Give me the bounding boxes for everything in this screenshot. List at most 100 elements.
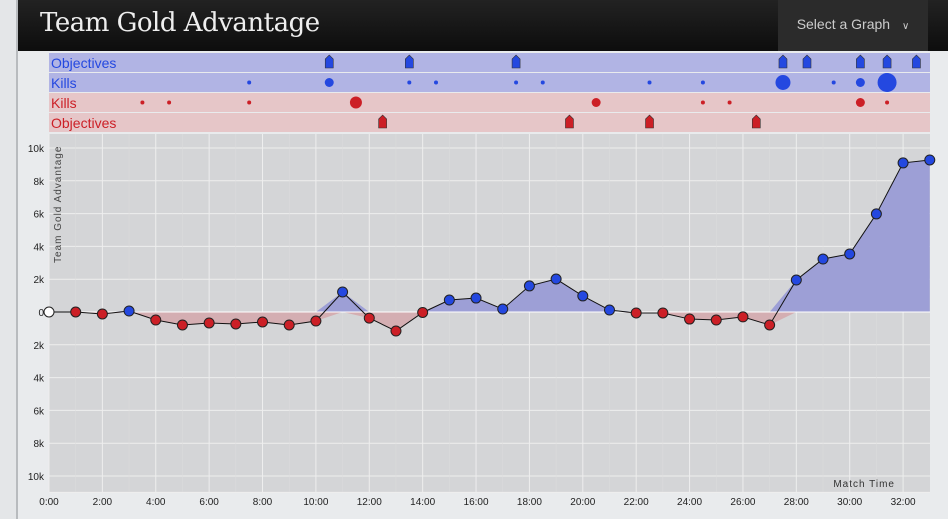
data-point (230, 318, 242, 330)
timeline-band (49, 93, 930, 112)
data-point (363, 312, 375, 324)
page-title: Team Gold Advantage (40, 8, 320, 38)
kill-event-dot (247, 100, 252, 105)
data-point (764, 319, 776, 331)
kill-event-dot (775, 75, 791, 90)
y-tick-label: 6k (33, 406, 45, 417)
kill-event-dot (855, 98, 865, 107)
data-point (737, 311, 749, 323)
objective-event-icon (378, 114, 387, 129)
kill-event-dot (831, 80, 836, 85)
data-point (817, 253, 829, 265)
data-point (844, 248, 856, 260)
data-point (176, 319, 188, 331)
data-point (897, 157, 909, 169)
kill-event-dot (855, 78, 865, 87)
y-tick-label: 0 (38, 308, 44, 319)
data-point (630, 307, 642, 319)
data-point (443, 294, 455, 306)
kill-event-dot (540, 80, 545, 85)
red-advantage-area (49, 312, 930, 332)
timeline-row-label: Objectives (51, 55, 116, 71)
x-tick-label: 18:00 (517, 497, 542, 508)
x-tick-label: 4:00 (146, 497, 166, 508)
objective-event-icon (751, 114, 761, 129)
kill-event-dot (247, 80, 252, 85)
x-tick-label: 12:00 (357, 497, 382, 508)
objective-event-icon (778, 54, 788, 69)
y-tick-label: 10k (28, 472, 45, 483)
y-tick-label: 2k (33, 341, 45, 352)
data-point (924, 154, 936, 166)
data-point (870, 208, 882, 220)
timeline-band (49, 53, 930, 72)
x-tick-label: 30:00 (837, 497, 862, 508)
header: Team Gold Advantage Select a Graph ∨ (18, 0, 948, 51)
kill-event-dot (885, 100, 890, 105)
data-point (550, 273, 562, 285)
objective-event-icon (882, 54, 892, 69)
y-axis-label: Team Gold Advantage (53, 146, 64, 263)
data-point (497, 303, 509, 315)
data-point (257, 316, 269, 328)
data-point (310, 315, 322, 327)
kill-event-dot (647, 80, 652, 85)
kill-event-dot (700, 100, 705, 105)
y-tick-label: 2k (33, 275, 45, 286)
data-point (577, 290, 589, 302)
kill-event-dot (324, 78, 334, 87)
timeline-band (49, 73, 930, 92)
timeline-band (49, 113, 930, 132)
data-point (123, 305, 135, 317)
data-point (43, 306, 55, 318)
objective-event-icon (912, 54, 921, 69)
x-tick-label: 14:00 (410, 497, 435, 508)
kill-event-dot (407, 80, 412, 85)
select-graph-dropdown[interactable]: Select a Graph ∨ (778, 0, 928, 51)
kill-event-dot (727, 100, 732, 105)
x-tick-label: 8:00 (253, 497, 273, 508)
kill-event-dot (349, 96, 362, 109)
x-tick-label: 24:00 (677, 497, 702, 508)
x-tick-label: 0:00 (39, 497, 59, 508)
data-point (203, 317, 215, 329)
data-point (470, 292, 482, 304)
objective-event-icon (324, 54, 334, 69)
objective-event-icon (645, 114, 654, 129)
timeline-row-label: Objectives (51, 115, 116, 131)
y-tick-label: 10k (28, 144, 45, 155)
objective-event-icon (565, 114, 574, 129)
kill-event-dot (167, 100, 172, 105)
y-tick-label: 8k (33, 439, 45, 450)
data-point (417, 306, 429, 318)
y-tick-label: 8k (33, 177, 45, 188)
gold-line (49, 159, 930, 332)
data-point (283, 319, 295, 331)
x-tick-label: 16:00 (464, 497, 489, 508)
x-tick-label: 6:00 (199, 497, 219, 508)
x-tick-label: 32:00 (891, 497, 916, 508)
y-tick-label: 6k (33, 210, 45, 221)
objective-event-icon (856, 54, 865, 69)
y-tick-label: 4k (33, 374, 45, 385)
data-point (70, 306, 82, 318)
kill-event-dot (700, 80, 705, 85)
timeline-row-label: Kills (51, 95, 77, 111)
data-point (790, 274, 802, 286)
data-point (710, 314, 722, 326)
data-point (390, 325, 402, 337)
data-point (150, 314, 162, 326)
kill-event-dot (434, 80, 439, 85)
kill-event-dot (591, 98, 601, 107)
objective-event-icon (802, 54, 812, 69)
data-point (523, 280, 535, 292)
chevron-down-icon: ∨ (901, 21, 910, 32)
y-tick-label: 4k (33, 242, 45, 253)
data-point (603, 304, 615, 316)
data-point (337, 286, 349, 298)
x-tick-label: 10:00 (303, 497, 328, 508)
kill-event-dot (140, 100, 145, 105)
data-point (96, 308, 108, 320)
x-tick-label: 22:00 (624, 497, 649, 508)
x-tick-label: 26:00 (730, 497, 755, 508)
